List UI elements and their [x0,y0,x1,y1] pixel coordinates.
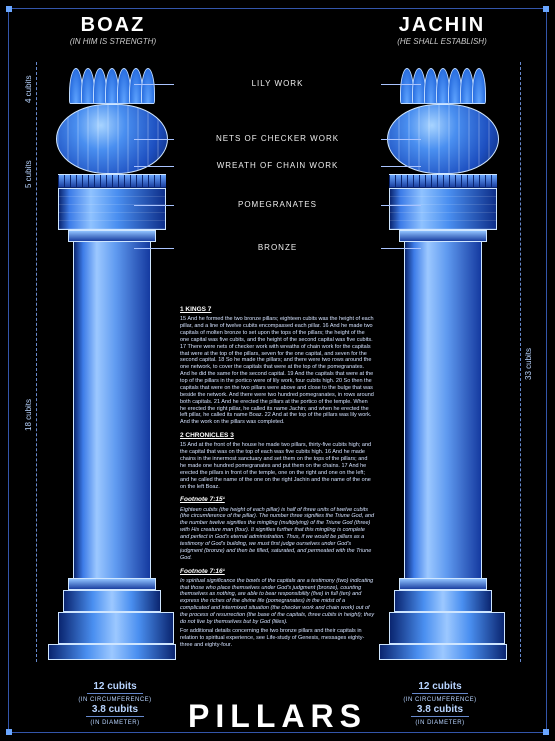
footnote2-heading: Footnote 7:16¹ [180,568,375,576]
chronicles-heading: 2 CHRONICLES 3 [180,432,375,440]
additional-note: For additional details concerning the tw… [180,628,375,649]
scripture-column: 1 KINGS 7 15 And he formed the two bronz… [180,300,375,661]
callout-bronze: BRONZE [178,240,377,255]
pillar-jachin [389,60,497,660]
corner-marker [6,6,12,12]
dimension-18-cubits: 18 cubits [24,236,33,594]
callout-chain: WREATH OF CHAIN WORK [178,158,377,173]
base-left [58,590,166,660]
kings-heading: 1 KINGS 7 [180,306,375,314]
lily-work-right [389,60,497,104]
callout-checker: NETS OF CHECKER WORK [178,131,377,146]
shaft-right [404,230,482,590]
pomegranate-row-left [58,174,166,188]
jachin-subtitle: (HE SHALL ESTABLISH) [377,37,507,46]
kings-body: 15 And he formed the two bronze pillars;… [180,316,375,426]
dim-axis-right [520,62,521,662]
lily-work-left [58,60,166,104]
footnote2-body: In spiritual significance the bowls of t… [180,578,375,626]
chronicles-body: 15 And at the front of the house he made… [180,442,375,490]
callout-pomegranates: POMEGRANATES [178,197,377,212]
dimension-4-cubits: 4 cubits [24,68,33,110]
callout-lily: LILY WORK [178,76,377,91]
boaz-name: BOAZ [48,14,178,37]
jachin-title: JACHIN (HE SHALL ESTABLISH) [377,14,507,46]
pillar-boaz [58,60,166,660]
jachin-name: JACHIN [377,14,507,37]
neck-right [389,188,497,230]
dimension-33-cubits: 33 cubits [524,68,533,660]
base-right [389,590,497,660]
corner-marker [543,6,549,12]
footnote1-heading: Footnote 7:15¹ [180,496,375,504]
dimension-5-cubits: 5 cubits [24,120,33,228]
pomegranate-row-right [389,174,497,188]
boaz-title: BOAZ (IN HIM IS STRENGTH) [48,14,178,46]
boaz-subtitle: (IN HIM IS STRENGTH) [48,37,178,46]
shaft-left [73,230,151,590]
center-callouts: LILY WORK NETS OF CHECKER WORK WREATH OF… [178,76,377,255]
dim-axis-left [36,62,37,662]
neck-left [58,188,166,230]
footnote1-body: Eighteen cubits (the height of each pill… [180,507,375,562]
main-title: PILLARS [0,698,555,735]
